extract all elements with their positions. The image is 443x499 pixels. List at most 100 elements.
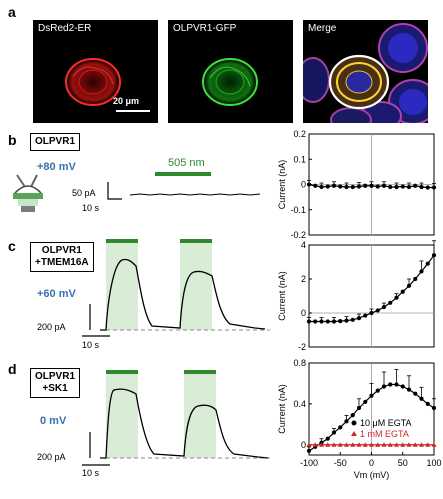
- x-tick-label: 50: [398, 458, 408, 468]
- data-point: [325, 442, 331, 447]
- construct-label-c: OLPVR1 +TMEM16A: [30, 242, 94, 272]
- trace-c: [82, 239, 270, 337]
- data-point: [394, 184, 399, 190]
- data-point: [362, 442, 368, 447]
- y-tick-label: 4: [301, 240, 306, 250]
- construct-label-d: OLPVR1 +SK1: [30, 368, 81, 398]
- light-pulse-bar: [184, 370, 216, 374]
- x-tick-label: 100: [426, 458, 441, 468]
- legend-marker: [351, 420, 357, 426]
- data-point: [319, 184, 324, 190]
- image-title: DsRed2-ER: [38, 23, 92, 34]
- iv-plot-b: 0.2 0.1 0 -0.1 -0.2 Current (nA): [277, 129, 437, 240]
- data-point: [400, 384, 405, 389]
- holding-voltage-b: +80 mV: [37, 161, 76, 173]
- y-axis-label: Current (nA): [277, 384, 287, 434]
- data-point: [375, 184, 380, 189]
- micrograph-gfp: OLPVR1-GFP: [168, 20, 293, 123]
- data-point: [369, 310, 374, 316]
- legend-label: 10 μM EGTA: [360, 418, 412, 428]
- data-point: [381, 304, 387, 310]
- x-tick-label: -100: [300, 458, 318, 468]
- data-point: [381, 442, 387, 447]
- y-tick-label: 0: [301, 440, 306, 450]
- current-scale-c: 200 pA: [37, 322, 66, 332]
- data-point: [375, 442, 381, 447]
- micrograph-merge: Merge: [303, 20, 428, 123]
- data-point: [431, 442, 437, 447]
- data-point: [413, 183, 418, 188]
- data-point: [425, 442, 431, 447]
- data-point: [431, 253, 437, 258]
- data-point: [406, 283, 412, 288]
- data-point: [319, 319, 324, 324]
- data-point: [338, 184, 343, 189]
- data-point: [388, 382, 393, 387]
- data-point: [394, 382, 399, 387]
- current-scale-d: 200 pA: [37, 452, 66, 462]
- iv-plot-c: 4 2 0 -2 Current (nA): [277, 240, 437, 352]
- holding-voltage-d: 0 mV: [40, 415, 67, 427]
- current-scale-b: 50 pA: [72, 188, 96, 198]
- data-point: [350, 413, 355, 418]
- data-point: [306, 448, 312, 454]
- data-point: [431, 405, 437, 411]
- data-point: [413, 276, 418, 282]
- data-point: [325, 184, 330, 189]
- data-point: [388, 184, 393, 190]
- data-point: [337, 442, 343, 447]
- y-tick-label: -0.2: [290, 230, 306, 240]
- data-point: [331, 442, 337, 447]
- data-point: [419, 184, 424, 190]
- y-tick-label: 0: [301, 180, 306, 190]
- data-point: [331, 430, 337, 435]
- data-point: [319, 442, 324, 447]
- data-point: [356, 184, 362, 189]
- trace-d: [82, 370, 270, 466]
- data-point: [387, 442, 393, 447]
- legend-marker: [351, 431, 357, 436]
- y-axis-label: Current (nA): [277, 160, 287, 210]
- scale-bar: [116, 110, 150, 112]
- data-point: [425, 261, 430, 266]
- time-scale-d: 10 s: [82, 468, 100, 478]
- data-point: [344, 318, 349, 323]
- data-point: [313, 183, 318, 188]
- data-point: [344, 442, 349, 447]
- data-point: [400, 289, 405, 294]
- y-tick-label: 0.2: [293, 129, 306, 139]
- data-point: [400, 184, 405, 189]
- data-point: [344, 419, 349, 424]
- x-tick-label: 0: [369, 458, 374, 468]
- construct-label-b: OLPVR1: [30, 133, 81, 151]
- data-point: [369, 442, 374, 447]
- panel-label-b: b: [8, 132, 17, 148]
- construct-label-line1: OLPVR1: [35, 371, 76, 382]
- data-point: [413, 391, 418, 396]
- data-point: [331, 183, 337, 188]
- data-point: [356, 316, 362, 321]
- data-point: [388, 300, 393, 305]
- data-point: [375, 388, 380, 393]
- data-point: [419, 269, 424, 274]
- data-point: [356, 405, 362, 411]
- merge-cell-drawing: [303, 23, 428, 123]
- trace-b: [107, 172, 261, 200]
- patch-pipette-icon: [13, 174, 43, 212]
- data-point: [338, 319, 343, 324]
- construct-label-line2: +TMEM16A: [35, 257, 89, 268]
- data-point: [350, 317, 355, 322]
- data-point: [400, 442, 406, 447]
- data-point: [356, 442, 362, 447]
- holding-voltage-c: +60 mV: [37, 288, 76, 300]
- data-point: [381, 183, 387, 188]
- y-tick-label: 0.4: [293, 399, 306, 409]
- data-point: [313, 319, 318, 324]
- construct-label-line1: OLPVR1: [41, 245, 82, 256]
- data-point: [338, 425, 343, 430]
- light-label: 505 nm: [168, 157, 205, 169]
- data-point: [363, 313, 368, 318]
- data-point: [325, 319, 330, 324]
- legend-label: 1 mM EGTA: [360, 429, 409, 439]
- data-point: [331, 319, 337, 324]
